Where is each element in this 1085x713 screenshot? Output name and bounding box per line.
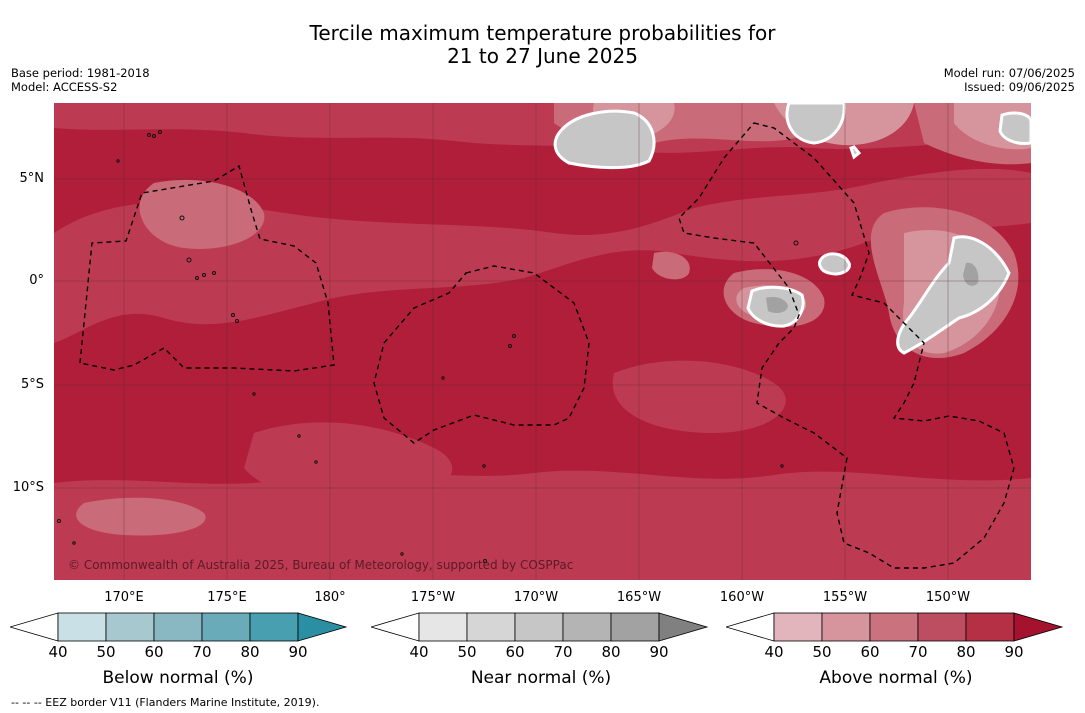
colorbar-segment bbox=[58, 613, 106, 641]
lon-label-170e: 170°E bbox=[89, 590, 159, 605]
colorbar-tick-label: 50 bbox=[802, 643, 842, 661]
lon-label-175w: 175°W bbox=[398, 590, 468, 605]
lat-label-10s: 10°S bbox=[4, 480, 44, 495]
lat-label-5s: 5°S bbox=[4, 377, 44, 392]
above-normal-colorbar bbox=[726, 612, 1064, 643]
meta-left: Base period: 1981-2018 Model: ACCESS-S2 bbox=[11, 66, 150, 94]
colorbar-segment bbox=[822, 613, 870, 641]
colorbar-tick-label: 80 bbox=[230, 643, 270, 661]
colorbar-segment bbox=[515, 613, 563, 641]
colorbar-segment bbox=[870, 613, 918, 641]
below-normal-colorbar bbox=[10, 612, 348, 643]
below-normal-label: Below normal (%) bbox=[8, 668, 348, 688]
map-canvas bbox=[54, 103, 1031, 580]
colorbar-tick-label: 90 bbox=[278, 643, 318, 661]
colorbar-tick-label: 50 bbox=[447, 643, 487, 661]
colorbar-segment bbox=[563, 613, 611, 641]
probability-map bbox=[54, 103, 1031, 580]
colorbar-tick-label: 50 bbox=[86, 643, 126, 661]
colorbar-segment bbox=[419, 613, 467, 641]
colorbar-segment bbox=[154, 613, 202, 641]
colorbar-tick-label: 60 bbox=[134, 643, 174, 661]
copyright-notice: © Commonwealth of Australia 2025, Bureau… bbox=[68, 558, 573, 572]
colorbar-segment bbox=[918, 613, 966, 641]
above-normal-label: Above normal (%) bbox=[726, 668, 1066, 688]
base-period: Base period: 1981-2018 bbox=[11, 66, 150, 80]
colorbar-extend-low bbox=[371, 613, 419, 641]
colorbar-tick-label: 70 bbox=[898, 643, 938, 661]
lon-label-165w: 165°W bbox=[604, 590, 674, 605]
lon-label-160w: 160°W bbox=[707, 590, 777, 605]
colorbar-segment bbox=[467, 613, 515, 641]
colorbar-tick-label: 60 bbox=[495, 643, 535, 661]
lat-label-0: 0° bbox=[4, 273, 44, 288]
colorbar-segment bbox=[611, 613, 659, 641]
lat-label-5n: 5°N bbox=[4, 171, 44, 186]
colorbar-tick-label: 80 bbox=[591, 643, 631, 661]
issued-date: Issued: 09/06/2025 bbox=[944, 80, 1075, 94]
colorbar-segment bbox=[774, 613, 822, 641]
colorbar-tick-label: 70 bbox=[543, 643, 583, 661]
model-run: Model run: 07/06/2025 bbox=[944, 66, 1075, 80]
colorbar-extend-high bbox=[298, 613, 346, 641]
colorbar-extend-high bbox=[1014, 613, 1062, 641]
title-line-1: Tercile maximum temperature probabilitie… bbox=[0, 22, 1085, 45]
colorbar-tick-label: 90 bbox=[639, 643, 679, 661]
lon-label-150w: 150°W bbox=[913, 590, 983, 605]
colorbar-tick-label: 40 bbox=[38, 643, 78, 661]
map-title: Tercile maximum temperature probabilitie… bbox=[0, 22, 1085, 68]
model-name: Model: ACCESS-S2 bbox=[11, 80, 150, 94]
lon-label-170w: 170°W bbox=[501, 590, 571, 605]
colorbar-extend-low bbox=[726, 613, 774, 641]
lon-label-155w: 155°W bbox=[810, 590, 880, 605]
eez-footnote: -- -- -- EEZ border V11 (Flanders Marine… bbox=[11, 696, 319, 709]
colorbar-tick-label: 40 bbox=[754, 643, 794, 661]
colorbar-tick-label: 40 bbox=[399, 643, 439, 661]
near-normal-colorbar bbox=[371, 612, 709, 643]
lon-label-180: 180° bbox=[295, 590, 365, 605]
colorbar-tick-label: 80 bbox=[946, 643, 986, 661]
near-normal-label: Near normal (%) bbox=[371, 668, 711, 688]
colorbar-segment bbox=[202, 613, 250, 641]
colorbar-tick-label: 90 bbox=[994, 643, 1034, 661]
meta-right: Model run: 07/06/2025 Issued: 09/06/2025 bbox=[944, 66, 1075, 94]
colorbar-tick-label: 60 bbox=[850, 643, 890, 661]
lon-label-175e: 175°E bbox=[192, 590, 262, 605]
colorbar-segment bbox=[966, 613, 1014, 641]
colorbar-extend-low bbox=[10, 613, 58, 641]
colorbar-segment bbox=[106, 613, 154, 641]
colorbar-tick-label: 70 bbox=[182, 643, 222, 661]
colorbar-extend-high bbox=[659, 613, 707, 641]
title-line-2: 21 to 27 June 2025 bbox=[0, 45, 1085, 68]
colorbar-segment bbox=[250, 613, 298, 641]
